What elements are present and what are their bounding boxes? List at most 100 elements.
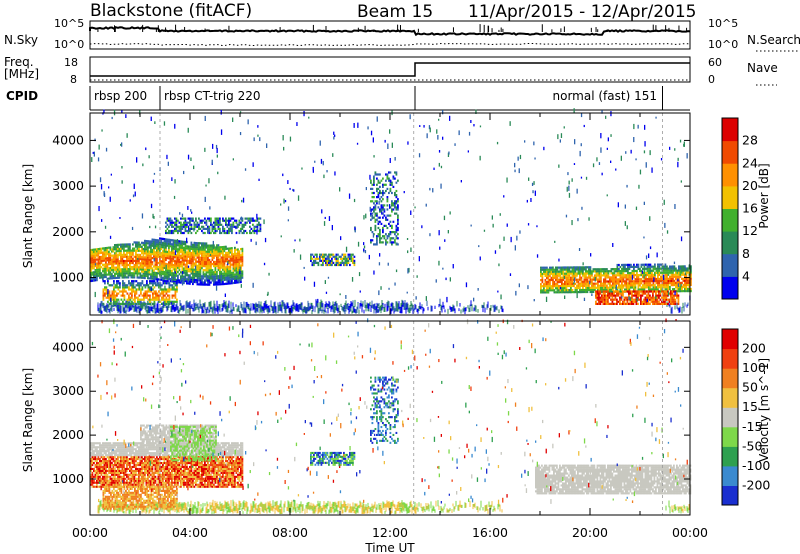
power-cell: [118, 274, 121, 277]
power-cell: [106, 253, 109, 256]
power-cell: [93, 248, 95, 251]
power-cell: [207, 269, 209, 272]
power-cell: [627, 276, 629, 279]
power-cell: [108, 267, 110, 270]
power-cell: [115, 254, 118, 257]
ground-scatter-cell: [190, 305, 192, 309]
power-cell: [222, 252, 224, 255]
power-cell: [634, 290, 636, 293]
power-cell: [650, 296, 653, 299]
power-cell: [232, 255, 235, 258]
power-cell: [166, 275, 169, 278]
power-cell: [186, 255, 188, 258]
power-cell: [154, 247, 157, 250]
power-cell: [386, 196, 389, 199]
power-cell: [189, 251, 191, 254]
power-cell: [577, 286, 580, 290]
power-cell: [326, 255, 329, 258]
power-cell: [97, 266, 100, 269]
power-cell: [370, 181, 372, 184]
power-cell: [618, 263, 620, 267]
power-cell: [625, 278, 628, 281]
nave-label: Nave: [747, 61, 778, 75]
ground-scatter-cell: [471, 304, 473, 312]
ground-scatter-cell: [352, 305, 354, 310]
power-cell: [222, 248, 224, 251]
ground-scatter-cell: [204, 302, 206, 309]
power-cell: [592, 290, 595, 293]
power-cell: [618, 272, 620, 275]
power-cell: [190, 256, 193, 259]
ground-scatter-cell: [300, 302, 302, 309]
power-cell: [115, 266, 118, 269]
power-cell: [319, 259, 321, 262]
power-cell: [540, 287, 542, 290]
power-cell: [190, 270, 193, 273]
power-cell: [540, 274, 542, 278]
ground-scatter-cell: [179, 300, 181, 307]
power-cell: [568, 289, 571, 292]
power-cell: [678, 277, 680, 280]
power-cell: [190, 231, 193, 235]
power-cell: [383, 183, 386, 186]
power-cell: [207, 267, 209, 270]
power-cell: [595, 294, 597, 297]
power-cell: [172, 239, 175, 242]
power-cell: [180, 217, 182, 220]
power-cell: [639, 274, 641, 277]
power-cell: [90, 253, 92, 256]
power-cell: [141, 298, 144, 301]
power-cell: [555, 278, 557, 282]
power-cell: [613, 294, 615, 297]
power-cell: [171, 265, 173, 269]
power-cell: [649, 282, 652, 285]
power-cell: [562, 285, 565, 288]
power-cell: [656, 294, 659, 297]
power-cell: [637, 274, 640, 277]
power-cell: [208, 248, 211, 251]
power-cell: [344, 263, 347, 267]
power-cell: [637, 294, 639, 297]
power-cell: [579, 270, 581, 273]
power-cell: [178, 269, 181, 272]
power-cell: [595, 276, 598, 279]
ground-scatter-cell: [157, 307, 159, 313]
power-cell: [124, 264, 127, 267]
power-cell: [150, 277, 152, 280]
power-cell: [259, 229, 262, 233]
power-cell: [675, 281, 677, 285]
power-cell: [176, 300, 178, 303]
power-cell: [198, 270, 200, 274]
power-cell: [349, 257, 351, 260]
power-cell: [595, 302, 597, 305]
power-cell: [106, 273, 109, 276]
power-cell: [391, 200, 393, 203]
power-cell: [395, 212, 398, 215]
power-cell: [573, 266, 575, 269]
power-cell: [114, 256, 116, 259]
power-cell: [349, 263, 351, 267]
power-cell: [550, 266, 553, 269]
power-cell: [610, 272, 613, 275]
power-cell: [640, 263, 643, 266]
power-cell: [628, 272, 631, 275]
ground-scatter-cell: [108, 309, 110, 313]
power-cell: [568, 272, 571, 275]
power-cell: [163, 248, 166, 251]
power-cell: [624, 265, 626, 269]
power-cell: [163, 240, 166, 243]
power-cell: [112, 266, 115, 269]
ground-scatter-cell: [327, 303, 329, 307]
power-cell: [214, 246, 217, 249]
power-cell: [184, 271, 187, 274]
power-cell: [136, 253, 139, 256]
power-cell: [637, 288, 640, 291]
power-cell: [636, 282, 638, 285]
power-cell: [546, 266, 548, 269]
power-cell: [329, 259, 332, 262]
power-cell: [184, 273, 187, 277]
power-cell: [397, 179, 399, 182]
power-cell: [615, 274, 617, 277]
power-cell: [109, 275, 112, 278]
power-cell: [323, 255, 326, 258]
